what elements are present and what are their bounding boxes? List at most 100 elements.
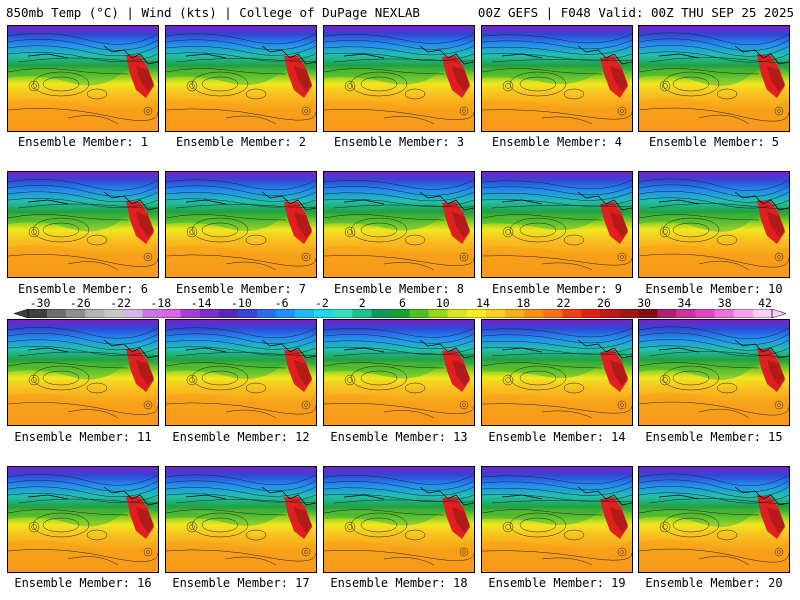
- member-caption-3: Ensemble Member: 3: [333, 135, 465, 149]
- colorbar-swatch: [466, 309, 487, 318]
- colorbar-swatch: [237, 309, 258, 318]
- member-caption-15: Ensemble Member: 15: [645, 430, 783, 444]
- colorbar-swatch: [218, 309, 239, 318]
- colorbar-tick-label: 38: [717, 296, 732, 310]
- colorbar-swatch: [600, 309, 620, 318]
- member-map-16: [7, 466, 159, 573]
- member-map-12: [165, 319, 317, 426]
- colorbar-swatch: [695, 309, 715, 318]
- colorbar-tick-label: 10: [435, 296, 450, 310]
- temperature-colorbar: [14, 309, 786, 318]
- colorbar-swatch: [638, 309, 658, 318]
- colorbar-swatch: [47, 309, 67, 318]
- colorbar-tick-label: -14: [190, 296, 212, 310]
- colorbar-swatch: [104, 309, 124, 318]
- colorbar-swatch: [619, 309, 639, 318]
- member-caption-16: Ensemble Member: 16: [14, 576, 152, 590]
- colorbar-swatch: [142, 309, 162, 318]
- member-caption-6: Ensemble Member: 6: [17, 282, 149, 296]
- colorbar-tick-label: -26: [69, 296, 91, 310]
- member-caption-12: Ensemble Member: 12: [172, 430, 310, 444]
- colorbar-swatch: [333, 309, 353, 318]
- colorbar-tick-label: 42: [758, 296, 772, 310]
- member-caption-1: Ensemble Member: 1: [17, 135, 149, 149]
- colorbar-tick-label: 22: [556, 296, 571, 310]
- colorbar-frame: [27, 309, 773, 318]
- member-caption-7: Ensemble Member: 7: [175, 282, 307, 296]
- member-map-14: [481, 319, 633, 426]
- colorbar-tick-label: 14: [476, 296, 490, 310]
- colorbar-tick-label: -10: [230, 296, 252, 310]
- colorbar-swatch: [733, 309, 754, 318]
- colorbar-swatch: [314, 309, 334, 318]
- colorbar-swatch: [180, 309, 200, 318]
- member-caption-18: Ensemble Member: 18: [330, 576, 468, 590]
- colorbar-swatch: [371, 309, 391, 318]
- colorbar-swatch: [199, 309, 219, 318]
- colorbar-swatch: [276, 309, 296, 318]
- member-map-11: [7, 319, 159, 426]
- member-caption-20: Ensemble Member: 20: [645, 576, 783, 590]
- colorbar-tick-label: 18: [516, 296, 531, 310]
- colorbar-swatch: [85, 309, 105, 318]
- colorbar-tick-label: 30: [637, 296, 652, 310]
- member-map-7: [165, 171, 317, 278]
- member-caption-2: Ensemble Member: 2: [175, 135, 307, 149]
- colorbar-swatch: [161, 309, 181, 318]
- colorbar-swatch: [66, 309, 86, 318]
- colorbar-swatch: [657, 309, 677, 318]
- colorbar-swatch: [409, 309, 429, 318]
- colorbar-swatch: [543, 309, 563, 318]
- colorbar-swatch: [485, 309, 506, 318]
- colorbar-tick-label: -30: [29, 296, 51, 310]
- colorbar-tick-label: -18: [150, 296, 172, 310]
- colorbar-swatch: [28, 309, 48, 318]
- colorbar-swatch: [295, 309, 315, 318]
- colorbar-swatch: [581, 309, 601, 318]
- member-map-6: [7, 171, 159, 278]
- colorbar-swatch: [562, 309, 582, 318]
- member-map-20: [638, 466, 790, 573]
- colorbar-swatch: [714, 309, 735, 318]
- colorbar-max-arrow: [771, 309, 786, 318]
- member-map-3: [323, 25, 475, 132]
- member-map-10: [638, 171, 790, 278]
- member-map-5: [638, 25, 790, 132]
- colorbar-min-arrow: [14, 309, 29, 318]
- member-caption-13: Ensemble Member: 13: [330, 430, 468, 444]
- colorbar-swatch: [123, 309, 143, 318]
- colorbar-tick-label: 26: [596, 296, 611, 310]
- colorbar-swatch: [752, 309, 773, 318]
- member-caption-9: Ensemble Member: 9: [491, 282, 623, 296]
- colorbar-tick-label: -6: [274, 296, 289, 310]
- member-caption-14: Ensemble Member: 14: [488, 430, 626, 444]
- colorbar-swatch: [676, 309, 696, 318]
- member-caption-17: Ensemble Member: 17: [172, 576, 310, 590]
- page-title: 850mb Temp (°C) | Wind (kts) | College o…: [6, 5, 420, 20]
- member-map-18: [323, 466, 475, 573]
- run-valid-time: 00Z GEFS | F048 Valid: 00Z THU SEP 25 20…: [477, 5, 794, 20]
- colorbar-tick-label: 34: [677, 296, 692, 310]
- colorbar-swatch: [524, 309, 544, 318]
- member-caption-4: Ensemble Member: 4: [491, 135, 623, 149]
- member-map-19: [481, 466, 633, 573]
- colorbar-tick-label: 2: [358, 296, 366, 310]
- colorbar-tick-label: -22: [110, 296, 131, 310]
- member-map-4: [481, 25, 633, 132]
- member-map-13: [323, 319, 475, 426]
- member-map-1: [7, 25, 159, 132]
- colorbar-swatch: [390, 309, 410, 318]
- member-caption-11: Ensemble Member: 11: [14, 430, 152, 444]
- colorbar-swatch: [428, 309, 448, 318]
- member-map-2: [165, 25, 317, 132]
- member-caption-10: Ensemble Member: 10: [645, 282, 783, 296]
- colorbar-tick-label: 6: [399, 296, 406, 310]
- member-caption-19: Ensemble Member: 19: [488, 576, 626, 590]
- member-map-17: [165, 466, 317, 573]
- member-map-8: [323, 171, 475, 278]
- colorbar-swatch: [447, 309, 467, 318]
- member-caption-8: Ensemble Member: 8: [333, 282, 465, 296]
- colorbar-swatch: [504, 309, 525, 318]
- colorbar-swatch: [256, 309, 277, 318]
- member-map-15: [638, 319, 790, 426]
